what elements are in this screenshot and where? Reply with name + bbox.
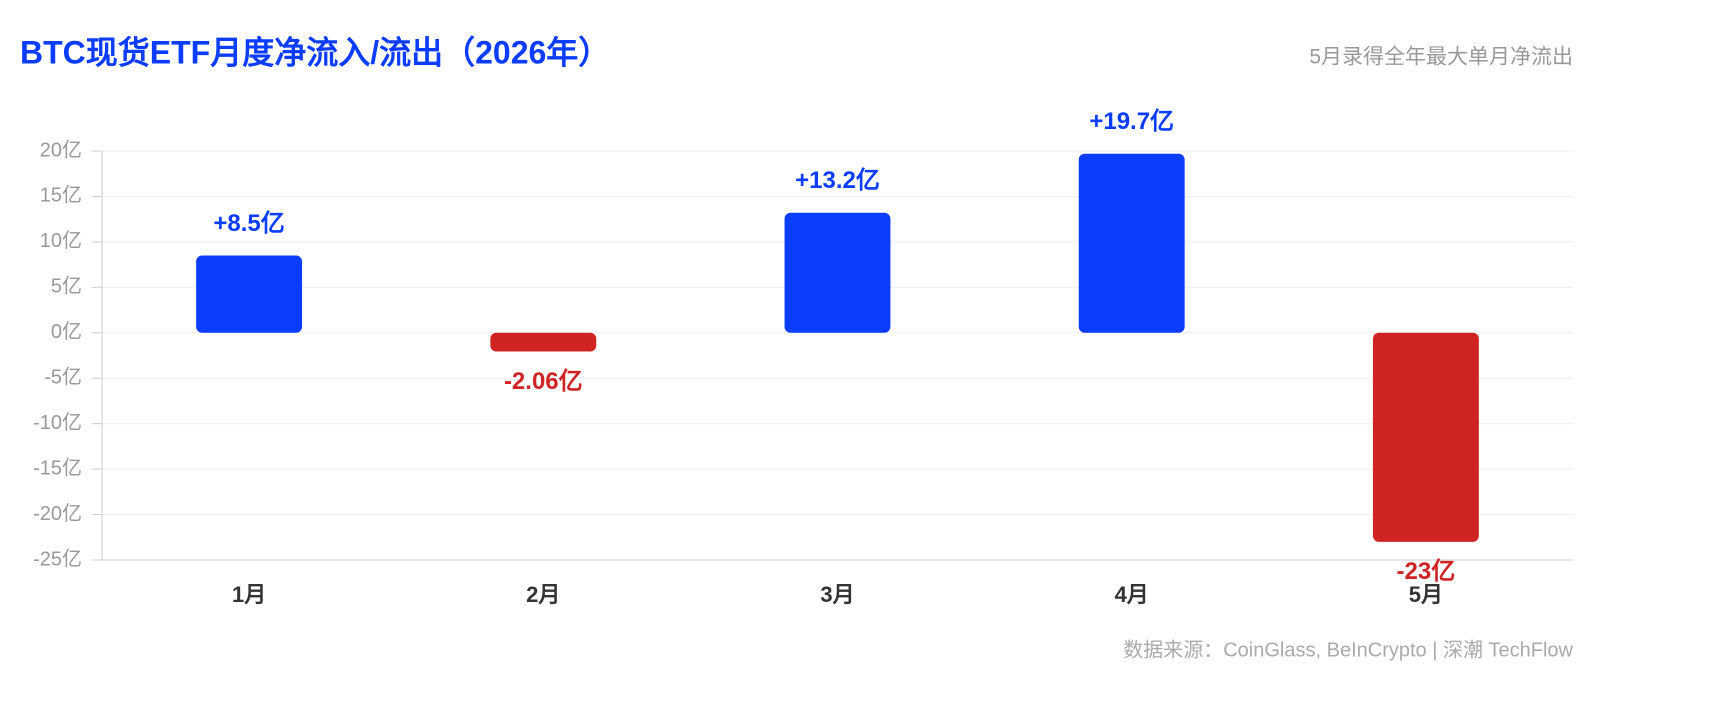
x-tick-label: 3月 [820, 582, 854, 607]
y-tick-label: 5亿 [51, 275, 82, 298]
y-tick-label: -15亿 [33, 456, 82, 479]
value-label: -23亿 [1397, 558, 1456, 585]
value-label: +19.7亿 [1089, 108, 1174, 135]
value-label: +8.5亿 [213, 210, 284, 237]
y-tick-label: 10亿 [40, 229, 82, 252]
y-tick-label: -20亿 [33, 502, 82, 525]
y-tick-label: -5亿 [44, 366, 82, 389]
bar [784, 212, 891, 333]
y-tick-label: -10亿 [33, 411, 82, 434]
y-tick-label: 15亿 [40, 184, 82, 207]
x-tick-label: 1月 [232, 582, 266, 607]
value-label: -2.06亿 [504, 368, 583, 395]
x-tick-label: 4月 [1115, 582, 1149, 607]
y-tick-label: 20亿 [40, 138, 82, 161]
y-tick-label: 0亿 [51, 320, 82, 343]
chart-subtitle: 5月录得全年最大单月净流出 [1309, 46, 1573, 69]
source-note: 数据来源：CoinGlass, BeInCrypto | 深潮 TechFlow [1123, 638, 1573, 661]
chart-title: BTC现货ETF月度净流入/流出（2026年） [20, 34, 610, 70]
bar [490, 332, 597, 352]
value-label: +13.2亿 [795, 167, 880, 194]
y-tick-label: -25亿 [33, 547, 82, 570]
bar [196, 255, 303, 333]
x-tick-label: 2月 [526, 582, 560, 607]
x-tick-label: 5月 [1409, 582, 1443, 607]
bar [1372, 332, 1479, 542]
bar [1078, 153, 1185, 333]
